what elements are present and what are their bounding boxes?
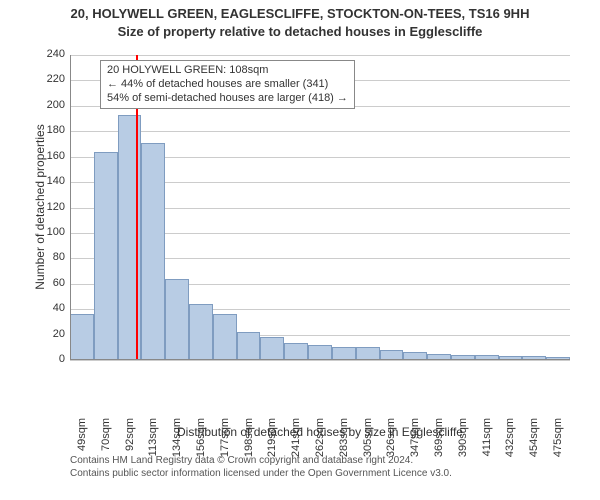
grid-line [70,55,570,56]
y-tick-label: 40 [35,302,65,314]
y-tick-label: 60 [35,277,65,289]
bar [284,343,308,360]
x-axis-line [70,359,570,360]
page-title: 20, HOLYWELL GREEN, EAGLESCLIFFE, STOCKT… [0,6,600,21]
bar [213,314,237,360]
y-tick-label: 200 [35,99,65,111]
chart-canvas: 20, HOLYWELL GREEN, EAGLESCLIFFE, STOCKT… [0,0,600,500]
footer: Contains HM Land Registry data © Crown c… [70,455,452,480]
page-subtitle: Size of property relative to detached ho… [0,24,600,39]
info-box-line2: ← 44% of detached houses are smaller (34… [107,78,348,92]
info-box-line3: 54% of semi-detached houses are larger (… [107,92,348,106]
grid-line [70,360,570,361]
y-tick-label: 80 [35,251,65,263]
bar [94,152,118,360]
y-axis-line [70,55,71,360]
info-box-line1: 20 HOLYWELL GREEN: 108sqm [107,64,348,78]
info-box: 20 HOLYWELL GREEN: 108sqm ← 44% of detac… [100,60,355,109]
y-tick-label: 180 [35,124,65,136]
x-axis-title: Distribution of detached houses by size … [70,425,570,439]
bar [189,304,213,360]
bar [237,332,261,360]
bar [260,337,284,360]
grid-line [70,131,570,132]
bar [141,143,165,360]
y-tick-label: 240 [35,48,65,60]
y-tick-label: 0 [35,353,65,365]
y-tick-label: 120 [35,201,65,213]
y-tick-label: 220 [35,73,65,85]
footer-line2: Contains public sector information licen… [70,468,452,481]
y-tick-label: 20 [35,328,65,340]
y-tick-label: 160 [35,150,65,162]
footer-line1: Contains HM Land Registry data © Crown c… [70,455,452,468]
bar [308,345,332,360]
bar [165,279,189,360]
y-tick-label: 140 [35,175,65,187]
y-tick-label: 100 [35,226,65,238]
bar [70,314,94,360]
